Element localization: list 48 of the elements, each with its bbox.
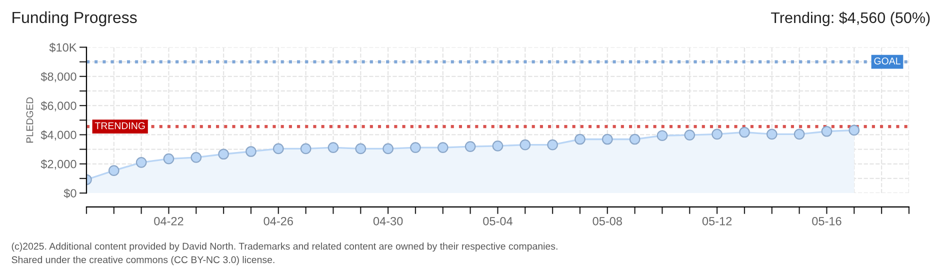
chart-title: Funding Progress bbox=[12, 11, 137, 26]
point bbox=[574, 134, 586, 145]
point bbox=[246, 146, 256, 157]
x-tick-label: 04-26 bbox=[264, 216, 293, 226]
point bbox=[328, 142, 339, 153]
y-tick-label: $8,000 bbox=[40, 72, 76, 82]
point bbox=[136, 157, 147, 168]
point bbox=[382, 143, 394, 154]
point bbox=[821, 126, 832, 137]
point bbox=[355, 143, 366, 154]
point bbox=[410, 142, 421, 153]
y-tick-label: $4,000 bbox=[40, 130, 76, 141]
y-tick-label: $0 bbox=[64, 188, 76, 198]
point bbox=[794, 128, 805, 140]
y-tick-label: $10K bbox=[49, 42, 77, 52]
y-tick-label: $6,000 bbox=[40, 101, 76, 112]
point bbox=[684, 130, 696, 140]
text: Shared under the creative commons (CC BY-NC 3.0) license. bbox=[12, 256, 274, 266]
point bbox=[848, 124, 860, 136]
point bbox=[520, 139, 531, 150]
x-tick-label: 04-30 bbox=[373, 216, 403, 226]
point bbox=[272, 143, 284, 154]
y-tick-label: $2,000 bbox=[40, 159, 76, 170]
ref-line-label: GOAL bbox=[874, 58, 900, 64]
point bbox=[602, 134, 613, 145]
point bbox=[218, 148, 229, 160]
point bbox=[766, 128, 778, 140]
text: (c)2025. Additional content provided by David North. Trademarks and related content are owned by their respective companies. bbox=[12, 242, 558, 252]
point bbox=[712, 128, 722, 140]
text: Trending: $4,560 (50%) bbox=[771, 12, 930, 26]
point bbox=[739, 126, 750, 138]
point bbox=[437, 142, 448, 153]
point bbox=[629, 134, 640, 145]
y-axis-title: PLEDGED bbox=[26, 97, 34, 143]
x-tick-label: 05-08 bbox=[592, 216, 622, 226]
point bbox=[547, 139, 558, 150]
x-tick-label: 05-04 bbox=[483, 216, 512, 226]
point bbox=[464, 141, 476, 152]
point bbox=[190, 152, 202, 163]
x-tick-label: 05-16 bbox=[812, 216, 842, 226]
x-tick-label: 05-12 bbox=[702, 216, 732, 226]
point bbox=[300, 143, 312, 154]
point bbox=[656, 130, 668, 142]
point bbox=[108, 165, 120, 176]
point bbox=[163, 153, 174, 164]
x-tick-label: 04-22 bbox=[154, 216, 184, 226]
point bbox=[492, 140, 504, 152]
ref-line-label: TRENDING bbox=[94, 122, 145, 130]
